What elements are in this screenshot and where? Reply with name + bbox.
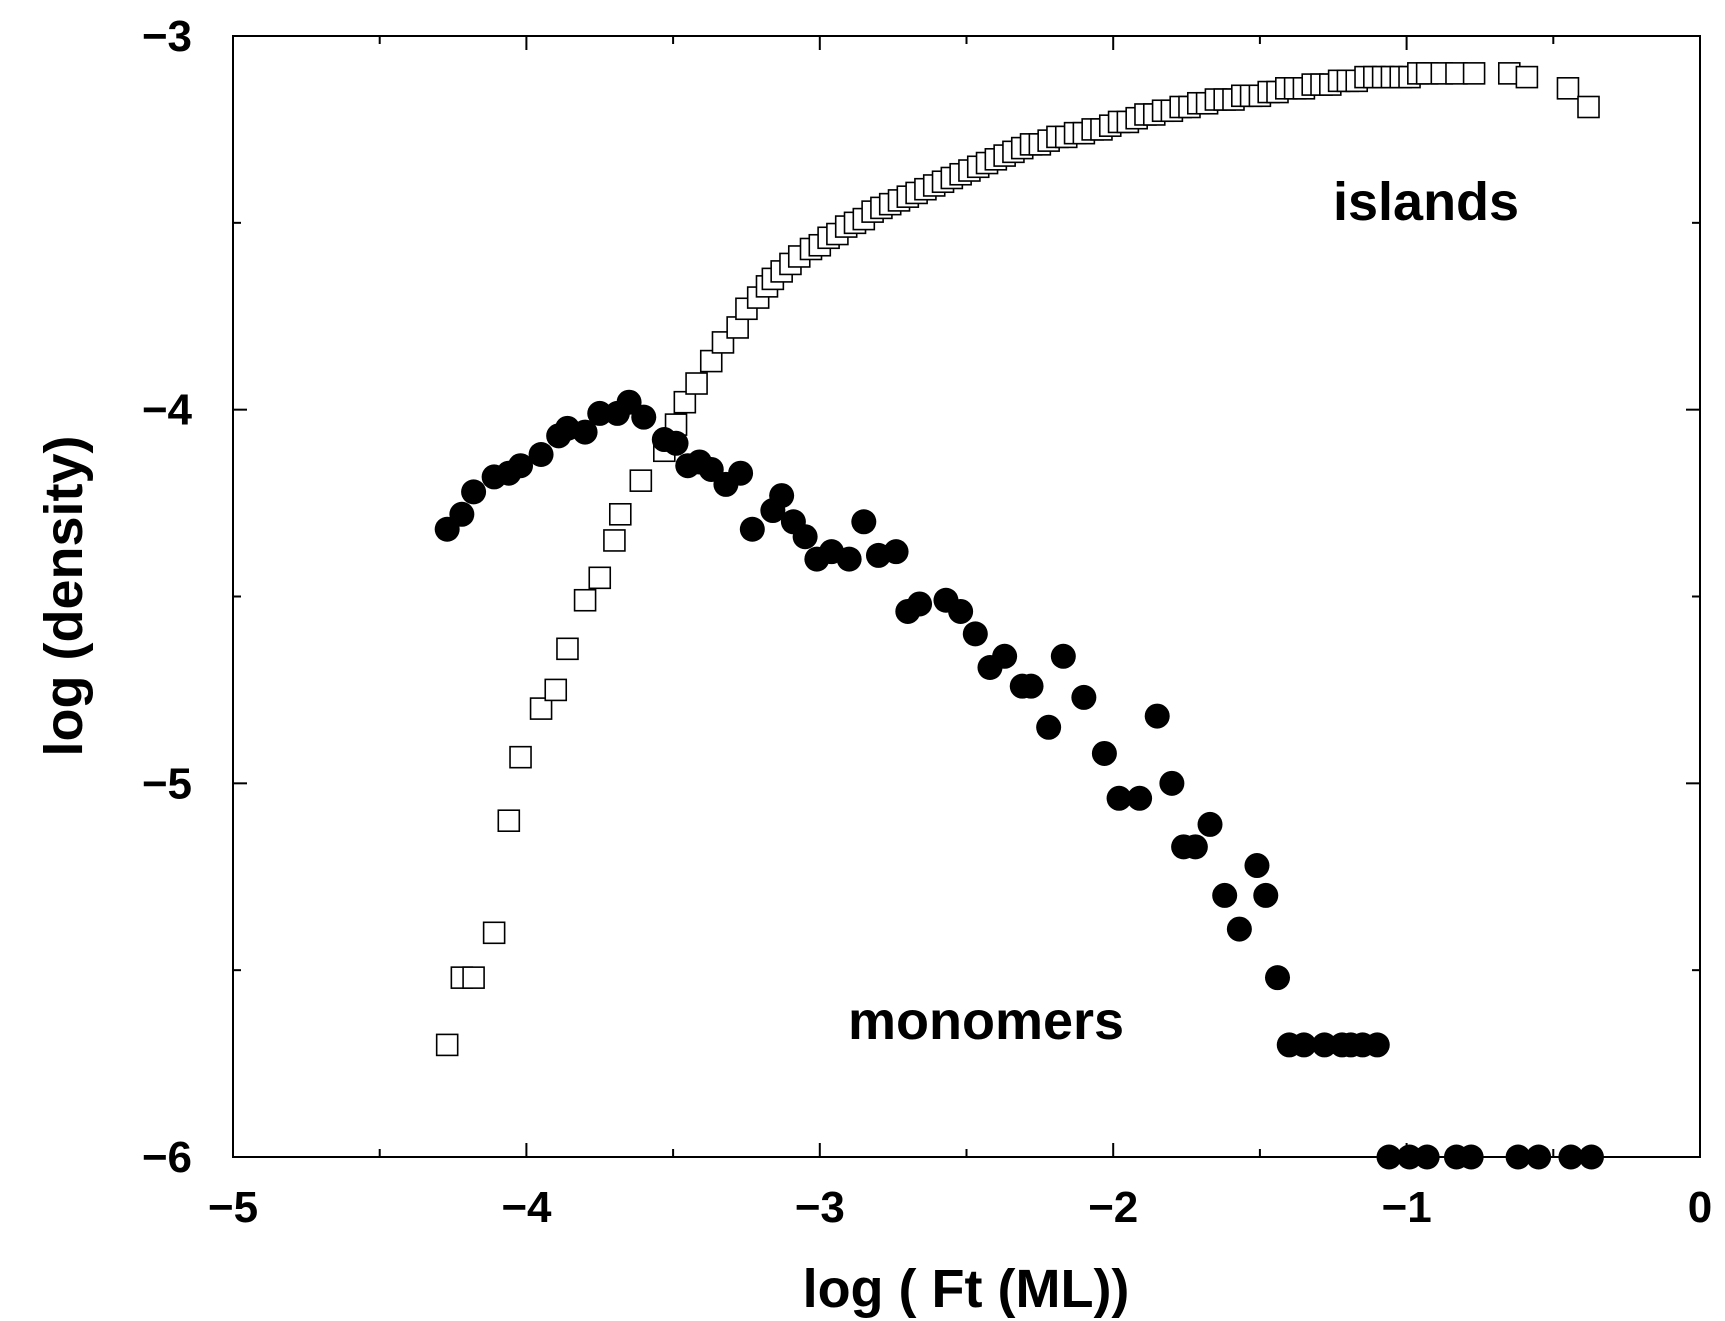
monomers-point — [1558, 1144, 1584, 1170]
islands-point — [726, 316, 749, 339]
islands-point — [629, 469, 653, 492]
monomers-point — [508, 453, 534, 479]
x-tick-label: −4 — [501, 1183, 552, 1232]
x-tick-label: −1 — [1382, 1183, 1432, 1232]
monomers-point — [1376, 1144, 1402, 1170]
monomers-point — [1505, 1144, 1531, 1170]
monomers-point — [631, 404, 657, 430]
islands-point — [588, 566, 612, 590]
monomers-point — [962, 621, 988, 647]
monomers-point — [728, 460, 754, 486]
x-tick-label: −3 — [795, 1183, 845, 1232]
monomers-point — [1311, 1032, 1337, 1058]
islands-point — [1515, 65, 1539, 89]
islands-point — [1462, 62, 1486, 85]
monomers-point — [1091, 740, 1117, 766]
monomers-point — [1144, 703, 1170, 729]
x-tick-label: −2 — [1088, 1183, 1138, 1232]
islands-point — [1556, 77, 1580, 100]
monomers-point — [1414, 1144, 1440, 1170]
monomers-point — [992, 643, 1018, 669]
islands-series — [435, 62, 1600, 1057]
monomers-point — [907, 591, 933, 617]
islands-point — [529, 697, 553, 720]
x-tick-label: 0 — [1688, 1183, 1712, 1232]
monomers-point — [1458, 1144, 1484, 1170]
monomers-series — [434, 389, 1604, 1170]
y-tick-label: −5 — [142, 759, 192, 808]
annotation-islands: islands — [1333, 172, 1519, 232]
monomers-point — [948, 598, 974, 624]
monomers-point — [1265, 965, 1291, 991]
islands-point — [544, 678, 568, 702]
islands-point — [509, 745, 532, 769]
monomers-point — [792, 524, 818, 550]
monomers-point — [1578, 1144, 1604, 1170]
monomers-point — [769, 483, 795, 509]
monomers-point — [572, 419, 598, 445]
monomers-point — [1159, 770, 1185, 796]
x-axis-label: log ( Ft (ML)) — [803, 1259, 1130, 1319]
monomers-point — [1526, 1144, 1552, 1170]
y-tick-label: −4 — [142, 386, 193, 435]
y-tick-label: −6 — [142, 1133, 192, 1182]
monomers-point — [1036, 714, 1062, 740]
monomers-point — [449, 501, 475, 527]
monomers-point — [1291, 1032, 1317, 1058]
monomers-point — [883, 539, 909, 565]
islands-point — [608, 502, 632, 526]
y-tick-label: −3 — [142, 12, 192, 61]
monomers-point — [528, 442, 554, 468]
islands-point — [1577, 95, 1600, 119]
monomers-point — [851, 509, 877, 535]
monomers-point — [739, 516, 765, 542]
monomers-point — [836, 546, 862, 572]
monomers-point — [1212, 882, 1238, 908]
islands-point — [673, 390, 697, 414]
y-axis-label: log (density) — [34, 436, 94, 757]
annotation-monomers: monomers — [848, 991, 1124, 1051]
islands-point — [556, 637, 579, 661]
islands-point — [685, 372, 708, 395]
monomers-point — [1018, 673, 1044, 699]
islands-point — [699, 349, 723, 373]
islands-point — [603, 529, 626, 552]
axis-tick-labels: −5 −4 −3 −2 −1 0 −6 −5 −4 −3 — [142, 12, 1712, 1232]
monomers-point — [1127, 785, 1153, 811]
monomers-point — [1226, 916, 1252, 942]
islands-point — [497, 809, 521, 833]
monomers-point — [1244, 853, 1270, 879]
monomers-point — [1397, 1144, 1423, 1170]
monomers-point — [1253, 882, 1279, 908]
monomers-point — [1182, 834, 1208, 860]
islands-point — [462, 966, 485, 989]
monomers-point — [1071, 684, 1097, 710]
islands-point — [435, 1033, 459, 1057]
monomers-point — [1197, 811, 1223, 837]
islands-point — [573, 588, 597, 612]
monomers-point — [1050, 643, 1076, 669]
monomers-point — [587, 400, 613, 426]
x-tick-label: −5 — [208, 1183, 258, 1232]
islands-point — [482, 921, 506, 945]
monomers-point — [663, 430, 689, 456]
monomers-point — [1364, 1032, 1390, 1058]
monomers-point — [1106, 785, 1132, 811]
monomers-point — [461, 479, 487, 505]
